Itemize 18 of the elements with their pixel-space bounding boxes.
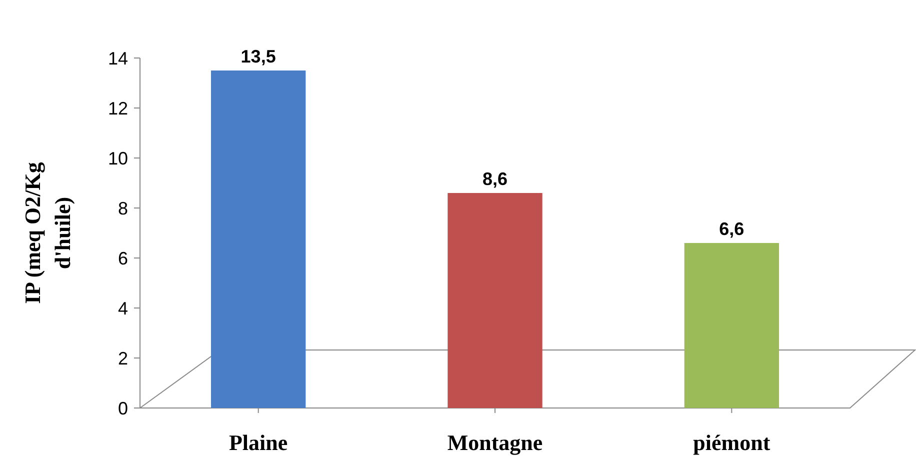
data-label: 8,6 [482,169,508,189]
y-axis-title: IP (meq O2/Kg d'huile) [20,162,75,304]
data-label: 6,6 [719,219,744,239]
y-tick-label: 4 [118,298,128,318]
y-tick-label: 6 [118,248,128,268]
x-tick-label: Plaine [228,430,288,455]
x-tick-label: Montagne [447,430,543,455]
y-tick-label: 2 [118,348,128,368]
y-tick-label: 12 [108,98,128,118]
x-tick-label: piémont [693,430,771,455]
data-label: 13,5 [240,46,276,66]
bar [684,243,779,408]
bar [448,193,542,408]
y-tick-label: 8 [118,198,128,218]
y-tick-label: 0 [118,398,128,418]
bar [211,70,306,408]
y-tick-label: 14 [108,48,128,68]
y-tick-label: 10 [108,148,128,168]
